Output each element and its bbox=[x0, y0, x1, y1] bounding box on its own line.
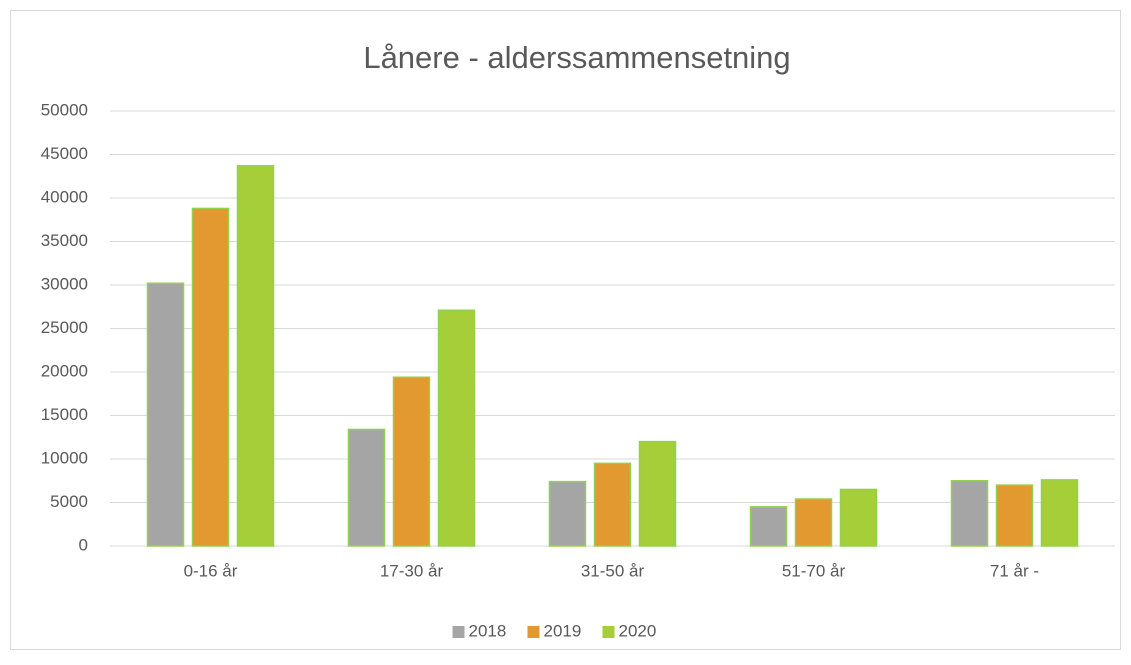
legend-swatch bbox=[527, 626, 540, 638]
y-tick-label: 30000 bbox=[41, 274, 88, 293]
bar bbox=[236, 165, 275, 547]
y-tick-label: 25000 bbox=[41, 318, 88, 337]
bar bbox=[146, 282, 185, 547]
y-tick-label: 40000 bbox=[41, 187, 88, 206]
bar bbox=[1040, 479, 1079, 547]
x-tick-label: 51-70 år bbox=[782, 561, 846, 580]
x-tick-label: 31-50 år bbox=[581, 561, 645, 580]
bar bbox=[839, 488, 878, 547]
x-tick-label: 0-16 år bbox=[184, 561, 238, 580]
bar bbox=[548, 480, 587, 547]
y-tick-label: 0 bbox=[79, 535, 88, 554]
y-tick-label: 50000 bbox=[41, 100, 88, 119]
bar bbox=[347, 428, 386, 547]
bar bbox=[593, 462, 632, 547]
y-tick-label: 35000 bbox=[41, 231, 88, 250]
bar bbox=[638, 440, 677, 547]
y-tick-label: 45000 bbox=[41, 144, 88, 163]
legend-label: 2019 bbox=[544, 621, 582, 640]
bar bbox=[191, 207, 230, 547]
bar bbox=[749, 506, 788, 547]
x-tick-label: 17-30 år bbox=[380, 561, 444, 580]
legend-swatch bbox=[602, 626, 615, 638]
y-tick-label: 15000 bbox=[41, 405, 88, 424]
chart-title: Lånere - alderssammensetning bbox=[363, 40, 790, 75]
bar bbox=[392, 376, 431, 547]
bar bbox=[995, 484, 1034, 547]
bar bbox=[794, 498, 833, 547]
y-tick-label: 5000 bbox=[50, 492, 88, 511]
legend-label: 2020 bbox=[619, 621, 657, 640]
legend-swatch bbox=[452, 626, 465, 638]
y-tick-label: 20000 bbox=[41, 361, 88, 380]
bar bbox=[437, 309, 476, 547]
legend-label: 2018 bbox=[469, 621, 507, 640]
x-tick-label: 71 år - bbox=[990, 561, 1039, 580]
bar bbox=[950, 480, 989, 547]
y-tick-label: 10000 bbox=[41, 448, 88, 467]
